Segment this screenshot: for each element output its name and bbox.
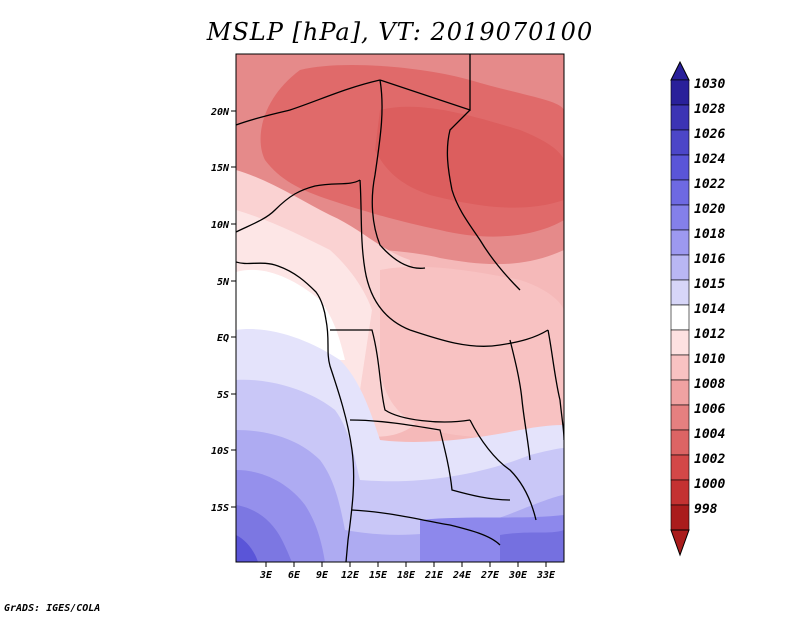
colorbar-label: 1004 [694, 427, 725, 442]
colorbar-segment [670, 329, 690, 356]
colorbar-segment [670, 154, 690, 181]
lat-label: 15N [211, 163, 230, 174]
colorbar-label: 1024 [694, 152, 725, 167]
colorbar-segment [670, 254, 690, 281]
colorbar-label: 1028 [694, 102, 725, 117]
boundaries [236, 54, 564, 562]
east-border [547, 329, 564, 441]
colorbar-label: 1000 [694, 477, 725, 492]
colorbar-segment [670, 404, 690, 431]
colorbar-label: 1022 [694, 177, 725, 192]
lon-label: 33E [536, 570, 556, 581]
angola-border [349, 419, 511, 501]
congo-border [330, 329, 471, 423]
colorbar-label: 1002 [694, 452, 725, 467]
colorbar-bottom-arrow [670, 529, 690, 557]
cameroon-border [359, 179, 411, 331]
colorbar-segment [670, 354, 690, 381]
colorbar-segment [670, 179, 690, 206]
colorbar-segment [670, 279, 690, 306]
namibia-border [351, 509, 501, 546]
sudan-border [446, 109, 521, 291]
lon-label: 24E [452, 570, 472, 581]
colorbar-label: 998 [694, 502, 718, 517]
lake-border [509, 339, 531, 461]
chad-border [371, 79, 426, 269]
drc-north-border [409, 329, 549, 347]
lon-label: 18E [397, 570, 416, 581]
lon-tick-labels: 3E 6E 9E 12E 15E 18E 21E 24E 27E 30E 33E [259, 570, 556, 581]
lat-label: 10S [211, 446, 229, 457]
lat-tick-marks [231, 110, 236, 508]
lon-label: 21E [424, 570, 444, 581]
colorbar-segment [670, 429, 690, 456]
colorbar-label: 1026 [694, 127, 725, 142]
lat-label: EQ [217, 333, 229, 344]
colorbar: 1030 1028 1026 1024 1022 1020 1018 1016 1015 1014… [670, 60, 725, 557]
lon-label: 6E [288, 570, 301, 581]
lat-label: 15S [211, 503, 229, 514]
lon-label: 15E [369, 570, 388, 581]
west-africa-border [236, 179, 361, 233]
lat-label: 20N [210, 107, 230, 118]
pressure-field [236, 54, 564, 562]
lat-label: 5S [217, 390, 229, 401]
colorbar-label: 1014 [694, 302, 725, 317]
lon-label: 27E [480, 570, 500, 581]
colorbar-label: 1006 [694, 402, 725, 417]
lon-label: 12E [341, 570, 360, 581]
colorbar-segment [670, 204, 690, 231]
lon-label: 30E [508, 570, 528, 581]
lat-label: 10N [211, 220, 230, 231]
colorbar-label: 1010 [694, 352, 725, 367]
colorbar-label: 1015 [694, 277, 725, 292]
colorbar-segment [670, 129, 690, 156]
grads-credit: GrADS: IGES/COLA [4, 603, 101, 614]
colorbar-label: 1012 [694, 327, 725, 342]
colorbar-segment [670, 229, 690, 256]
colorbar-segment [670, 379, 690, 406]
colorbar-segment [670, 79, 690, 106]
lon-tick-marks [265, 562, 547, 567]
colorbar-segment [670, 104, 690, 131]
colorbar-label: 1016 [694, 252, 725, 267]
lon-label: 9E [316, 570, 329, 581]
map-title: MSLP [hPa], VT: 2019070100 [206, 18, 594, 46]
colorbar-label: 1008 [694, 377, 725, 392]
saharan-border-west [236, 79, 381, 126]
lat-label: 5N [217, 277, 230, 288]
colorbar-label: 1030 [694, 77, 725, 92]
colorbar-segment [670, 454, 690, 481]
map-frame [235, 53, 565, 563]
lat-tick-labels: 20N 15N 10N 5N EQ 5S 10S 15S [210, 107, 230, 514]
colorbar-segment [670, 304, 690, 331]
colorbar-segment [670, 504, 690, 531]
lon-label: 3E [259, 570, 273, 581]
colorbar-label: 1018 [694, 227, 725, 242]
colorbar-top-arrow [670, 60, 690, 81]
colorbar-segment [670, 479, 690, 506]
atlantic-coastline [236, 261, 355, 562]
zambia-border [469, 419, 537, 521]
colorbar-label: 1020 [694, 202, 725, 217]
